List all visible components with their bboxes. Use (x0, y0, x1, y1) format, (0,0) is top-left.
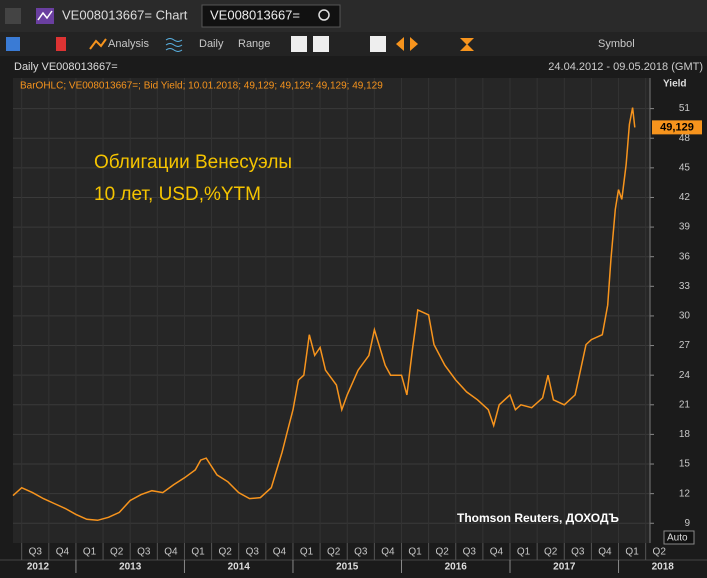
yield-line (12, 107, 636, 522)
annotation: 10 лет, USD,%YTM (94, 184, 261, 205)
y-tick-label: 27 (679, 340, 691, 351)
nav-icon[interactable] (460, 38, 474, 45)
x-tick-label: Q3 (463, 547, 477, 558)
x-tick-label: Q4 (381, 547, 395, 558)
analysis-button[interactable]: Analysis (108, 38, 149, 50)
date-range: 24.04.2012 - 09.05.2018 (GMT) (548, 61, 703, 73)
search-text: VE008013667= (210, 7, 300, 22)
year-label: 2015 (336, 562, 359, 573)
title-bar (0, 0, 707, 32)
interval-button[interactable]: Daily (199, 38, 224, 50)
nav-icon[interactable] (460, 44, 474, 51)
year-label: 2014 (228, 562, 251, 573)
y-tick-label: 36 (679, 251, 691, 262)
x-tick-label: Q1 (517, 547, 531, 558)
y-axis-label: Yield (663, 79, 687, 90)
x-tick-label: Q1 (300, 547, 314, 558)
range-button[interactable]: Range (238, 38, 270, 50)
y-tick-label: 33 (679, 281, 691, 292)
x-tick-label: Q4 (490, 547, 504, 558)
last-value-label: 49,129 (660, 121, 694, 133)
x-tick-label: Q3 (29, 547, 43, 558)
toolbar (0, 32, 707, 56)
year-label: 2017 (553, 562, 576, 573)
undo-icon[interactable] (6, 37, 20, 51)
x-tick-label: Q2 (436, 547, 450, 558)
x-tick-label: Q1 (408, 547, 422, 558)
x-tick-label: Q3 (354, 547, 368, 558)
x-tick-label: Q4 (56, 547, 70, 558)
y-tick-label: 15 (679, 459, 691, 470)
search-icon[interactable] (318, 9, 330, 21)
x-tick-label: Q2 (544, 547, 558, 558)
nav-icon[interactable] (410, 37, 418, 51)
x-tick-label: Q3 (137, 547, 151, 558)
y-tick-label: 42 (679, 192, 691, 203)
y-tick-label: 18 (679, 429, 691, 440)
nav-icon[interactable] (396, 37, 404, 51)
tool-icon[interactable] (370, 36, 386, 52)
symbol-button[interactable]: Symbol (598, 38, 635, 50)
source-note: Thomson Reuters, ДОХОДЪ (457, 511, 620, 525)
year-label: 2012 (27, 562, 50, 573)
y-tick-label: 39 (679, 222, 691, 233)
chart-header: Daily VE008013667= (14, 61, 118, 73)
bar-type-icon[interactable] (56, 37, 66, 51)
x-tick-label: Q4 (598, 547, 612, 558)
search-box[interactable] (201, 4, 341, 28)
legend-text: BarOHLC; VE008013667=; Bid Yield; 10.01.… (20, 81, 383, 92)
year-label: 2013 (119, 562, 142, 573)
auto-label: Auto (667, 533, 688, 544)
tool-icon[interactable] (313, 36, 329, 52)
x-tick-label: Q4 (164, 547, 178, 558)
x-tick-label: Q2 (218, 547, 232, 558)
y-tick-label: 48 (679, 133, 691, 144)
annotation: Облигации Венесуэлы (94, 152, 292, 173)
year-label: 2018 (652, 562, 675, 573)
x-tick-label: Q2 (110, 547, 124, 558)
x-tick-label: Q2 (327, 547, 341, 558)
analysis-icon[interactable] (89, 38, 107, 50)
x-tick-label: Q3 (246, 547, 260, 558)
y-tick-label: 24 (679, 370, 691, 381)
y-tick-label: 45 (679, 162, 691, 173)
y-tick-label: 12 (679, 488, 691, 499)
x-tick-label: Q1 (625, 547, 639, 558)
x-tick-label: Q4 (273, 547, 287, 558)
auto-button[interactable] (663, 530, 695, 545)
link-icon[interactable] (5, 8, 21, 24)
x-tick-label: Q1 (191, 547, 205, 558)
year-label: 2016 (445, 562, 468, 573)
app-icon-line (37, 10, 53, 21)
studies-icon[interactable] (165, 38, 183, 52)
y-tick-label: 21 (679, 399, 691, 410)
last-value-box (652, 120, 702, 135)
x-tick-label: Q1 (83, 547, 97, 558)
window-title: VE008013667= Chart (62, 7, 188, 22)
plot-area (13, 78, 650, 543)
y-tick-label: 30 (679, 311, 691, 322)
x-tick-label: Q2 (653, 547, 667, 558)
x-tick-label: Q3 (571, 547, 585, 558)
y-tick-label: 51 (679, 103, 691, 114)
tool-icon[interactable] (291, 36, 307, 52)
y-tick-label: 9 (684, 518, 690, 529)
